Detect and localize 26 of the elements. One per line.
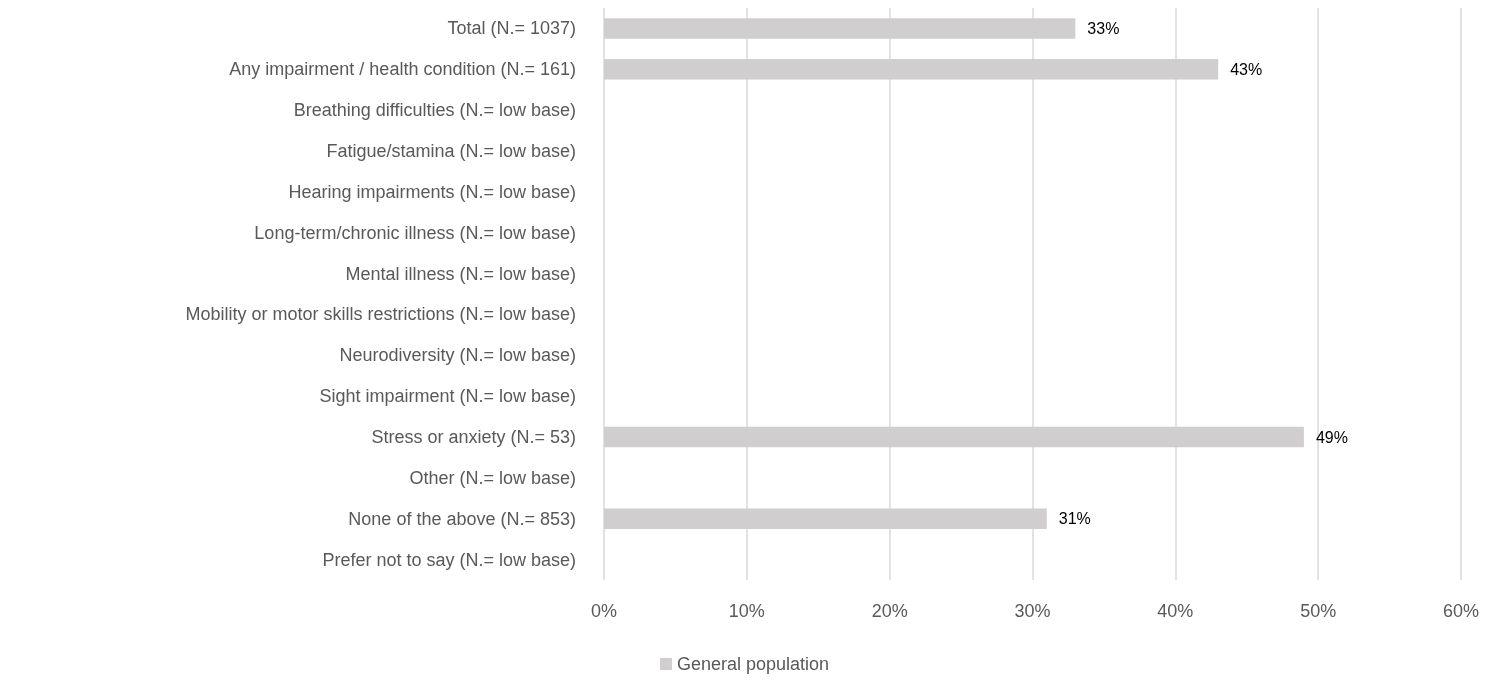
data-label: 31% bbox=[1058, 510, 1091, 528]
y-tick-label: Other (N.= low base) bbox=[409, 467, 576, 488]
y-tick-label: Total (N.= 1037) bbox=[447, 18, 576, 39]
y-tick-label: Mobility or motor skills restrictions (N.= low base) bbox=[185, 304, 576, 325]
y-tick-label: Long-term/chronic illness (N.= low base) bbox=[254, 222, 576, 243]
y-tick-label: Prefer not to say (N.= low base) bbox=[322, 549, 576, 570]
y-tick-label: Any impairment / health condition (N.= 161) bbox=[229, 59, 576, 80]
x-tick-label: 10% bbox=[728, 601, 765, 621]
x-tick-label: 20% bbox=[871, 601, 908, 621]
x-tick-label: 30% bbox=[1014, 601, 1051, 621]
data-label: 43% bbox=[1230, 60, 1263, 78]
x-tick-label: 50% bbox=[1300, 601, 1337, 621]
y-tick-label: None of the above (N.= 853) bbox=[348, 508, 576, 529]
y-tick-label: Sight impairment (N.= low base) bbox=[319, 386, 576, 407]
x-tick-label: 0% bbox=[590, 601, 618, 621]
y-tick-label: Mental illness (N.= low base) bbox=[345, 263, 576, 284]
data-label: 33% bbox=[1087, 19, 1120, 37]
legend-label: General population bbox=[676, 654, 830, 674]
y-tick-label: Stress or anxiety (N.= 53) bbox=[371, 427, 576, 447]
y-tick-label: Breathing difficulties (N.= low base) bbox=[293, 100, 576, 121]
x-tick-label: 60% bbox=[1442, 601, 1480, 621]
data-label: 49% bbox=[1315, 428, 1348, 446]
y-tick-label: Hearing impairments (N.= low base) bbox=[288, 181, 576, 202]
x-tick-label: 40% bbox=[1157, 601, 1194, 621]
y-tick-label: Neurodiversity (N.= low base) bbox=[339, 345, 576, 366]
y-tick-label: Fatigue/stamina (N.= low base) bbox=[326, 141, 576, 161]
